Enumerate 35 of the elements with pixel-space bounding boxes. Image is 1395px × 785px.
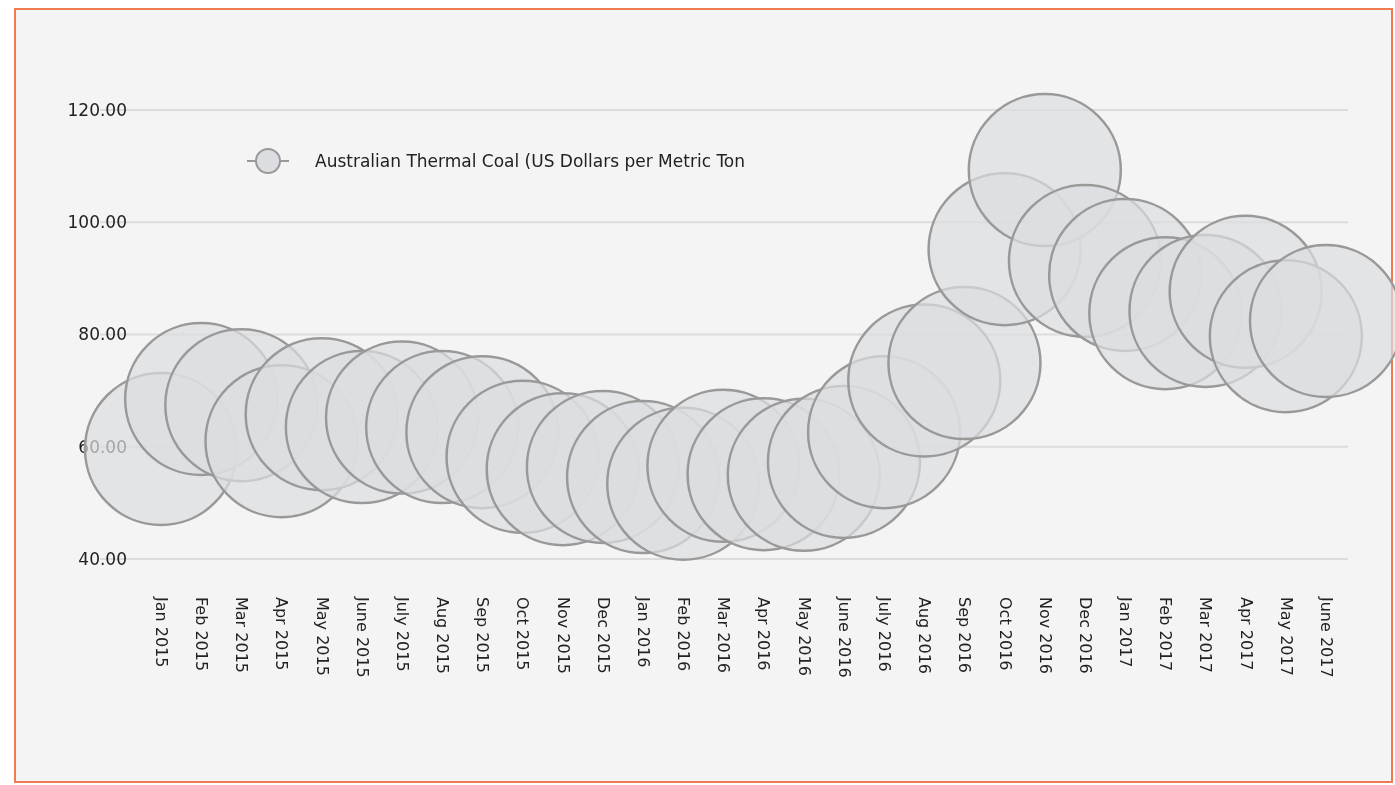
y-tick-label: 120.00 (67, 99, 127, 120)
x-tick-label: Jan 2017 (1116, 596, 1136, 668)
x-tick-label: June 2015 (352, 596, 372, 678)
x-tick-label: Nov 2016 (1035, 597, 1055, 675)
x-tick-label: Dec 2015 (593, 597, 613, 674)
x-tick-label: Jan 2015 (151, 596, 171, 668)
x-tick-label: Apr 2017 (1236, 597, 1256, 671)
x-tick-label: Jan 2016 (633, 596, 653, 668)
y-tick-label: 40.00 (78, 548, 127, 569)
x-tick-label: Apr 2016 (754, 597, 774, 671)
x-tick-label: May 2016 (794, 597, 814, 676)
x-tick-label: Nov 2015 (553, 597, 573, 675)
x-tick-label: Mar 2016 (714, 597, 734, 673)
x-tick-label: Sep 2015 (473, 597, 493, 673)
x-tick-label: June 2016 (834, 596, 854, 678)
x-tick-label: July 2016 (875, 596, 894, 672)
x-tick-label: June 2017 (1316, 596, 1336, 678)
x-tick-label: Mar 2015 (232, 597, 252, 673)
x-tick-label: Dec 2016 (1075, 597, 1095, 674)
x-tick-label: Apr 2015 (272, 597, 292, 671)
x-tick-label: Mar 2017 (1196, 597, 1216, 673)
x-tick-label: May 2017 (1276, 597, 1296, 676)
legend-label: Australian Thermal Coal (US Dollars per Metric Ton (315, 150, 746, 171)
x-tick-label: May 2015 (312, 597, 332, 676)
x-tick-label: Aug 2015 (433, 597, 453, 675)
x-tick-label: Oct 2015 (513, 597, 533, 671)
y-tick-label: 80.00 (78, 324, 127, 345)
x-tick-label: Feb 2016 (674, 597, 694, 672)
x-tick-label: Aug 2016 (915, 597, 935, 675)
x-tick-label: July 2015 (392, 596, 412, 672)
x-tick-label: Feb 2017 (1156, 597, 1176, 672)
y-tick-label: 100.00 (67, 212, 127, 233)
x-tick-label: Oct 2016 (995, 597, 1015, 671)
x-tick-label: Sep 2016 (955, 597, 975, 673)
x-tick-label: Feb 2015 (192, 597, 212, 672)
